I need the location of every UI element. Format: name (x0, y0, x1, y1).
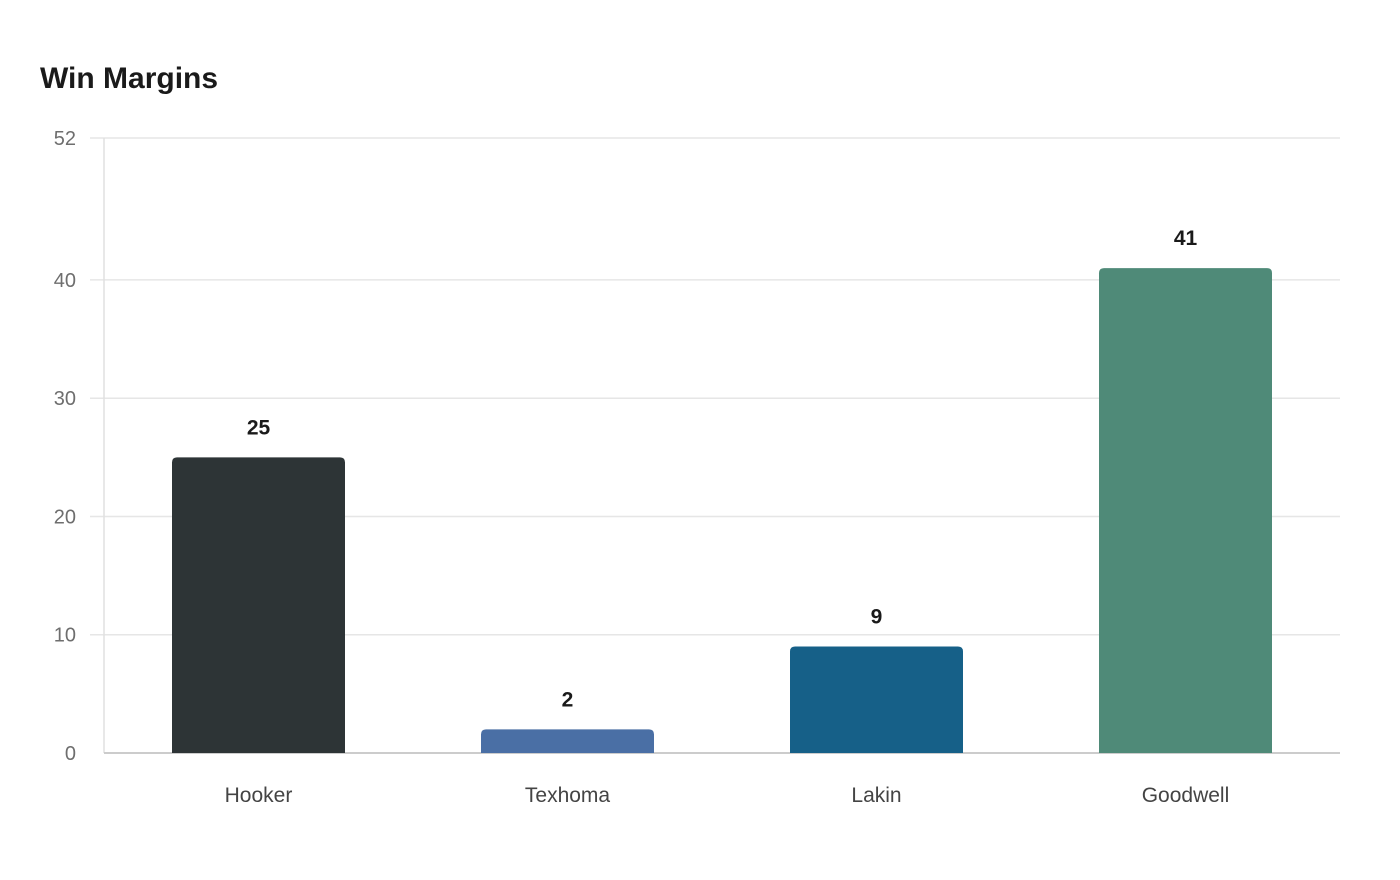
bars (172, 268, 1272, 753)
bar-goodwell (1099, 268, 1272, 753)
data-label: 25 (247, 416, 271, 439)
y-tick-label: 0 (65, 743, 76, 765)
x-tick-label: Lakin (851, 784, 901, 807)
labels: 0 10 20 30 40 52 25 Hooker 2 Texhoma 9 Lakin 41 Goodw… (54, 128, 1230, 807)
x-tick-label: Goodwell (1142, 784, 1230, 807)
bar-texhoma (481, 729, 654, 753)
y-tick-label: 30 (54, 388, 76, 410)
bar-hooker (172, 457, 345, 753)
y-tick-label: 20 (54, 506, 76, 528)
x-tick-label: Hooker (225, 784, 293, 807)
data-label: 9 (871, 606, 883, 629)
y-tick-label: 40 (54, 270, 76, 292)
data-label: 41 (1174, 227, 1198, 250)
data-label: 2 (562, 688, 574, 711)
bar-lakin (790, 646, 963, 753)
y-tick-label: 10 (54, 625, 76, 647)
chart-title: Win Margins (40, 62, 219, 95)
x-tick-label: Texhoma (525, 784, 611, 807)
y-tick-label: 52 (54, 128, 76, 150)
